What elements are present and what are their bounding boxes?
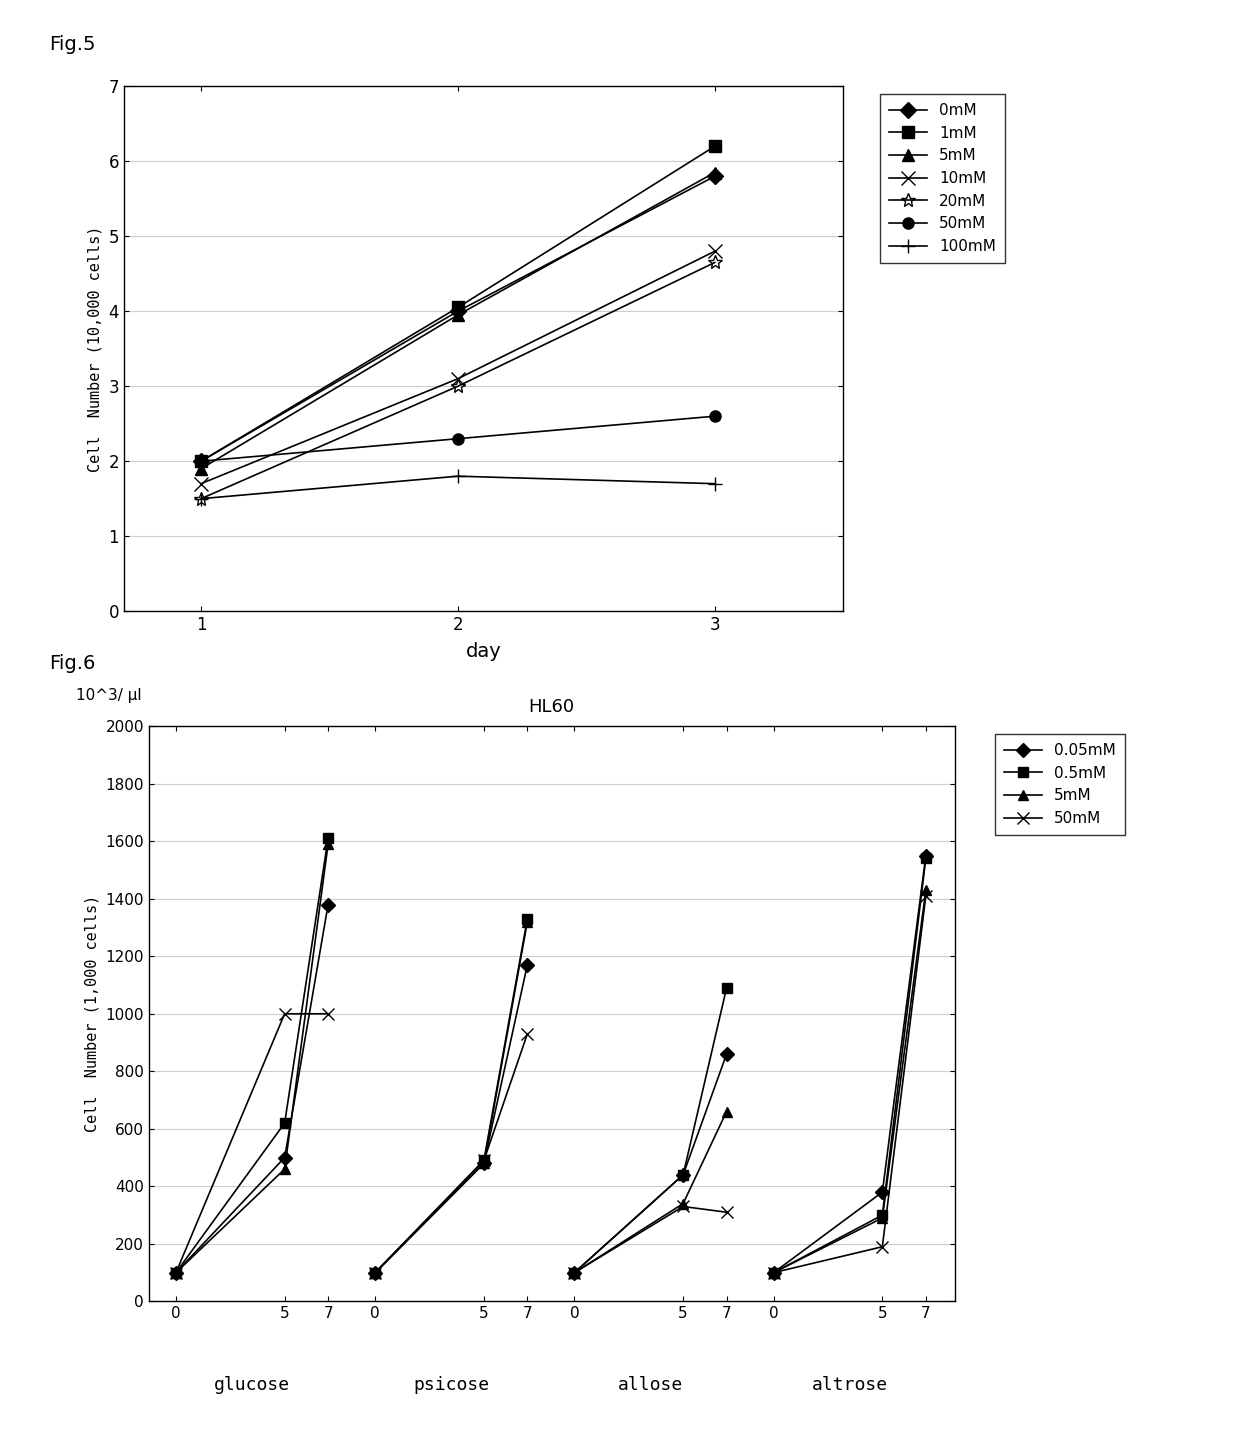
50mM (193, 453, 208, 470)
50mM (450, 430, 465, 447)
0.5mM (169, 1264, 184, 1281)
50mM (278, 1005, 293, 1022)
Line: 20mM: 20mM (195, 256, 722, 506)
Line: 1mM: 1mM (196, 141, 720, 467)
Title: HL60: HL60 (528, 699, 575, 716)
0mM (193, 453, 208, 470)
10mM (707, 243, 722, 260)
0.05mM (278, 1149, 293, 1166)
1mM (193, 453, 208, 470)
100mM (450, 467, 465, 485)
5mM (450, 306, 465, 324)
5mM (321, 835, 336, 853)
100mM (193, 490, 208, 508)
Line: 0mM: 0mM (196, 171, 720, 467)
0.5mM (321, 830, 336, 847)
20mM (193, 490, 208, 508)
100mM (707, 475, 722, 492)
Text: glucose: glucose (215, 1376, 290, 1395)
Y-axis label: Cell  Number (1,000 cells): Cell Number (1,000 cells) (84, 896, 99, 1132)
Line: 50mM: 50mM (196, 411, 720, 467)
0.5mM (278, 1114, 293, 1132)
5mM (193, 460, 208, 477)
1mM (450, 299, 465, 316)
50mM (169, 1264, 184, 1281)
10mM (450, 370, 465, 387)
Text: Fig.6: Fig.6 (50, 654, 95, 673)
X-axis label: day: day (466, 643, 501, 661)
20mM (707, 255, 722, 272)
Line: 10mM: 10mM (195, 244, 722, 490)
0.05mM (169, 1264, 184, 1281)
Line: 0.05mM: 0.05mM (171, 900, 334, 1277)
5mM (707, 164, 722, 181)
0mM (707, 168, 722, 186)
50mM (707, 407, 722, 424)
1mM (707, 138, 722, 155)
Text: psicose: psicose (413, 1376, 490, 1395)
Text: altrose: altrose (812, 1376, 888, 1395)
Line: 50mM: 50mM (170, 1008, 335, 1278)
0mM (450, 302, 465, 319)
Legend: 0mM, 1mM, 5mM, 10mM, 20mM, 50mM, 100mM: 0mM, 1mM, 5mM, 10mM, 20mM, 50mM, 100mM (879, 93, 1006, 263)
Text: Fig.5: Fig.5 (50, 36, 97, 55)
50mM (321, 1005, 336, 1022)
Text: 10^3/ μl: 10^3/ μl (76, 689, 141, 703)
Line: 100mM: 100mM (195, 469, 722, 506)
10mM (193, 475, 208, 492)
Y-axis label: Cell  Number (10,000 cells): Cell Number (10,000 cells) (88, 226, 103, 472)
20mM (450, 378, 465, 395)
5mM (169, 1264, 184, 1281)
0.05mM (321, 896, 336, 913)
Text: allose: allose (618, 1376, 683, 1395)
Legend: 0.05mM, 0.5mM, 5mM, 50mM: 0.05mM, 0.5mM, 5mM, 50mM (994, 733, 1125, 835)
Line: 5mM: 5mM (196, 167, 720, 475)
Line: 5mM: 5mM (171, 840, 334, 1277)
5mM (278, 1160, 293, 1178)
Line: 0.5mM: 0.5mM (171, 834, 334, 1277)
